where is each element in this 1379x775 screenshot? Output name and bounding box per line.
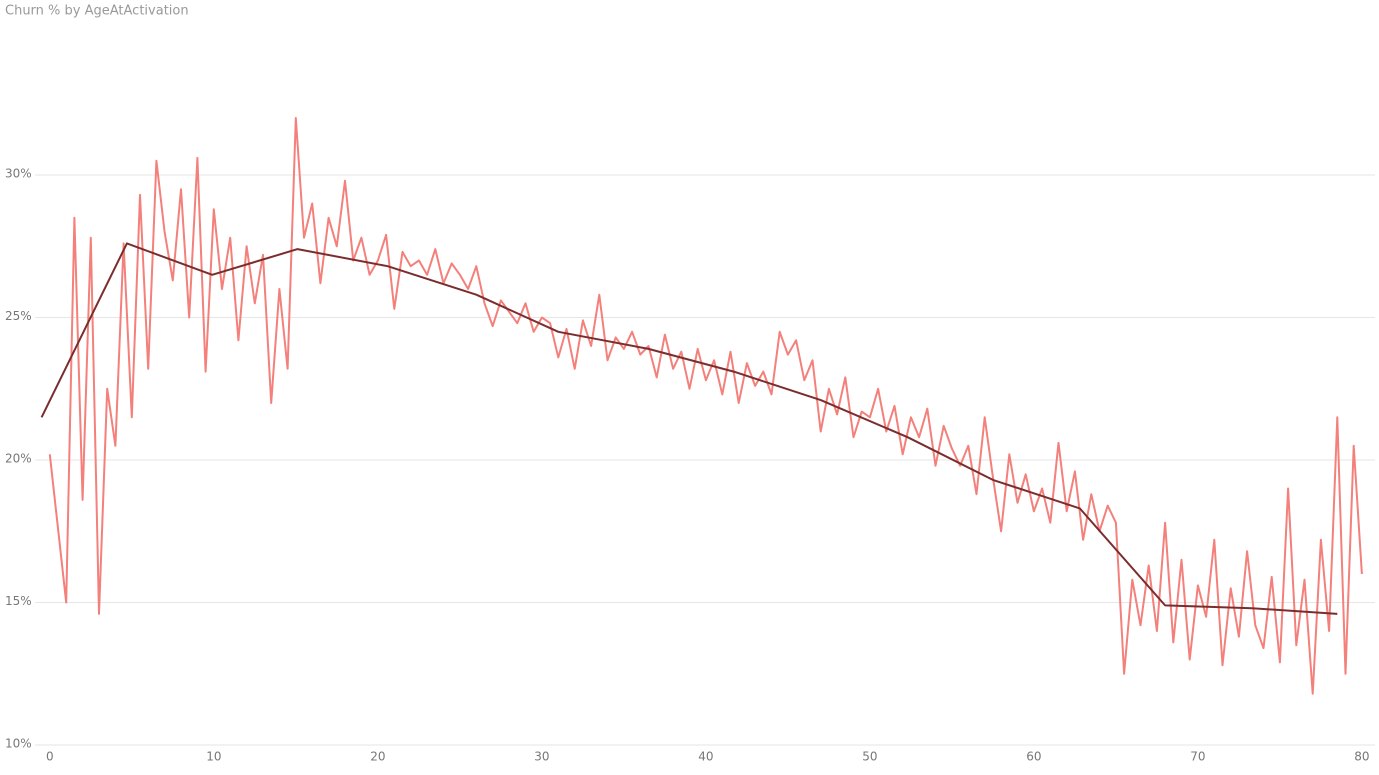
x-tick-label: 0 (46, 750, 54, 764)
series-line (40, 242, 1338, 615)
series-line (48, 117, 1363, 695)
y-tick-label: 30% (5, 167, 32, 181)
y-tick-label: 10% (5, 737, 32, 751)
x-tick-label: 20 (370, 750, 385, 764)
x-tick-label: 40 (698, 750, 713, 764)
x-tick-label: 60 (1026, 750, 1041, 764)
chart-title: Churn % by AgeAtActivation (5, 4, 189, 19)
y-tick-label: 20% (5, 452, 32, 466)
x-tick-label: 50 (862, 750, 877, 764)
y-tick-label: 25% (5, 309, 32, 323)
x-tick-label: 80 (1354, 750, 1369, 764)
x-tick-label: 30 (534, 750, 549, 764)
x-tick-label: 70 (1190, 750, 1205, 764)
y-tick-label: 15% (5, 594, 32, 608)
x-tick-label: 10 (206, 750, 221, 764)
